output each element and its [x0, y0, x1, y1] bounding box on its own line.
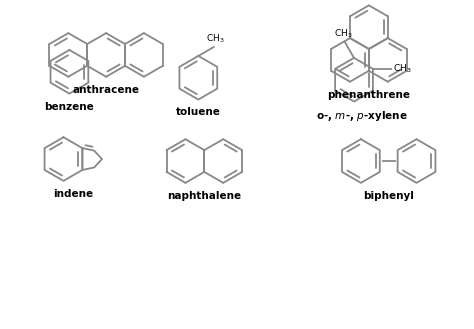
Text: CH$_3$: CH$_3$: [393, 63, 411, 75]
Text: indene: indene: [54, 189, 93, 199]
Text: CH$_3$: CH$_3$: [207, 33, 225, 45]
Text: toluene: toluene: [176, 108, 221, 117]
Text: biphenyl: biphenyl: [363, 191, 414, 201]
Text: o-, $m$-, $p$-xylene: o-, $m$-, $p$-xylene: [316, 110, 408, 123]
Text: CH$_3$: CH$_3$: [334, 28, 352, 40]
Text: naphthalene: naphthalene: [167, 191, 241, 201]
Text: anthracene: anthracene: [73, 85, 140, 95]
Text: benzene: benzene: [45, 102, 94, 112]
Text: phenanthrene: phenanthrene: [328, 89, 410, 100]
